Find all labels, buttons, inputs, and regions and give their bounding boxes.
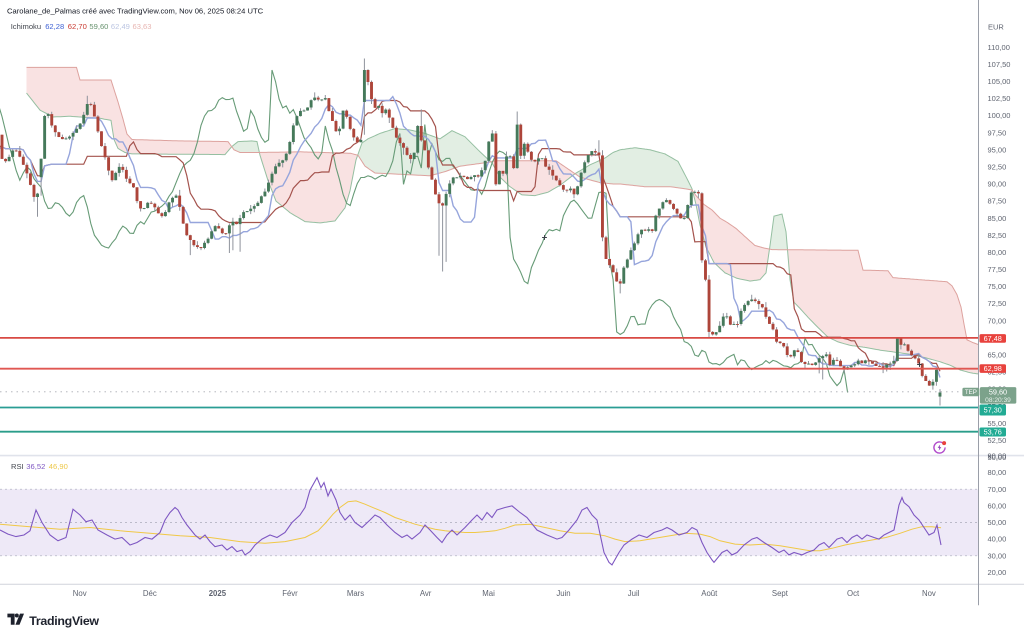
svg-text:102,50: 102,50: [988, 94, 1011, 103]
svg-text:65,00: 65,00: [988, 351, 1007, 360]
svg-text:70,00: 70,00: [988, 316, 1007, 325]
svg-text:90,00: 90,00: [988, 452, 1007, 461]
svg-text:90,00: 90,00: [988, 180, 1007, 189]
svg-text:62,70: 62,70: [68, 22, 87, 31]
svg-text:100,00: 100,00: [988, 111, 1011, 120]
svg-text:36,52: 36,52: [26, 462, 45, 471]
svg-text:85,00: 85,00: [988, 214, 1007, 223]
svg-text:Nov: Nov: [73, 589, 87, 598]
svg-text:Nov: Nov: [922, 589, 936, 598]
svg-text:RSI: RSI: [11, 462, 24, 471]
svg-text:77,50: 77,50: [988, 265, 1007, 274]
svg-text:53,76: 53,76: [984, 428, 1002, 437]
svg-text:107,50: 107,50: [988, 60, 1011, 69]
svg-text:62,28: 62,28: [45, 22, 64, 31]
svg-text:63,63: 63,63: [133, 22, 152, 31]
svg-text:50,00: 50,00: [988, 518, 1007, 527]
svg-text:52,50: 52,50: [988, 436, 1007, 445]
svg-text:50,00: 50,00: [988, 453, 1007, 462]
svg-text:67,48: 67,48: [984, 334, 1002, 343]
svg-text:Juil: Juil: [628, 589, 640, 598]
svg-text:95,00: 95,00: [988, 145, 1007, 154]
svg-text:40,00: 40,00: [988, 535, 1007, 544]
svg-text:Févr: Févr: [282, 589, 298, 598]
svg-text:80,00: 80,00: [988, 468, 1007, 477]
svg-text:Sept: Sept: [772, 589, 789, 598]
svg-text:82,50: 82,50: [988, 231, 1007, 240]
svg-text:75,00: 75,00: [988, 282, 1007, 291]
svg-text:59,60: 59,60: [89, 22, 108, 31]
svg-text:Ichimoku: Ichimoku: [11, 22, 41, 31]
svg-text:Avr: Avr: [420, 589, 432, 598]
svg-text:Août: Août: [701, 589, 718, 598]
svg-text:59,60: 59,60: [989, 387, 1007, 396]
svg-text:105,00: 105,00: [988, 77, 1011, 86]
svg-text:87,50: 87,50: [988, 197, 1007, 206]
svg-text:72,50: 72,50: [988, 299, 1007, 308]
svg-text:62,98: 62,98: [984, 364, 1002, 373]
svg-text:70,00: 70,00: [988, 485, 1007, 494]
svg-text:Juin: Juin: [556, 589, 570, 598]
svg-text:Mars: Mars: [347, 589, 364, 598]
svg-text:30,00: 30,00: [988, 551, 1007, 560]
svg-text:55,00: 55,00: [988, 419, 1007, 428]
svg-text:46,90: 46,90: [49, 462, 68, 471]
svg-text:2025: 2025: [209, 589, 227, 598]
svg-text:97,50: 97,50: [988, 128, 1007, 137]
svg-text:Oct: Oct: [847, 589, 860, 598]
svg-text:Carolane_de_Palmas créé avec T: Carolane_de_Palmas créé avec TradingView…: [7, 6, 264, 15]
svg-text:TradingView: TradingView: [29, 614, 99, 628]
svg-text:57,30: 57,30: [984, 406, 1002, 415]
svg-text:80,00: 80,00: [988, 248, 1007, 257]
svg-text:EUR: EUR: [988, 23, 1004, 32]
svg-text:110,00: 110,00: [988, 43, 1010, 52]
svg-text:TEP: TEP: [965, 389, 977, 396]
svg-text:Déc: Déc: [143, 589, 157, 598]
svg-text:08:20:39: 08:20:39: [985, 397, 1011, 404]
svg-text:20,00: 20,00: [988, 568, 1007, 577]
svg-text:60,00: 60,00: [988, 502, 1007, 511]
svg-text:Mai: Mai: [482, 589, 495, 598]
svg-text:62,49: 62,49: [111, 22, 130, 31]
svg-text:92,50: 92,50: [988, 163, 1007, 172]
